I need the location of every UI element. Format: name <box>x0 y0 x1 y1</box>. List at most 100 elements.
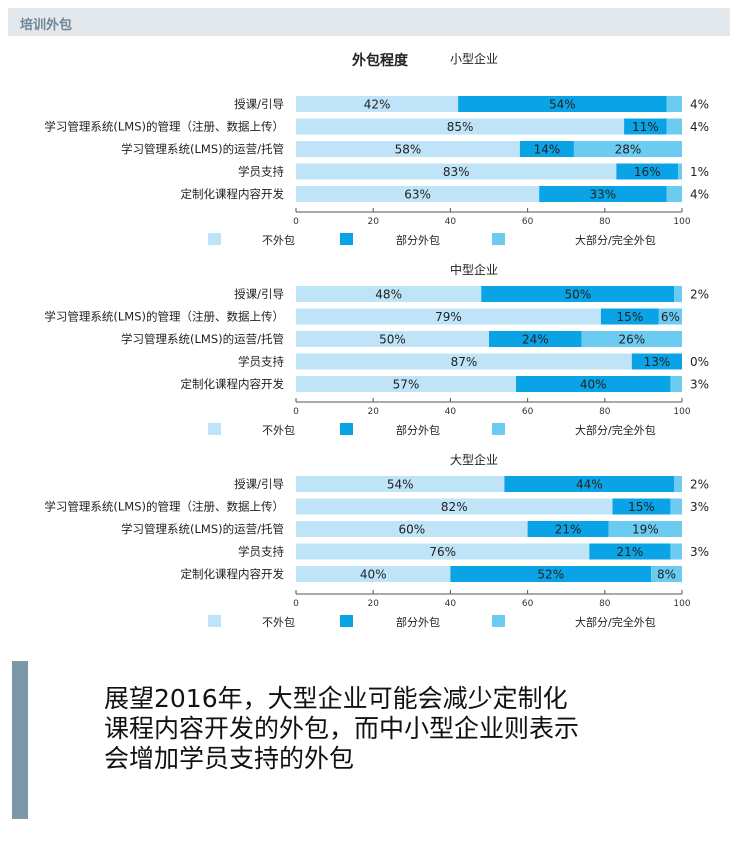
chart-1-data-label: 3% <box>690 378 709 392</box>
chart-0-bar-segment <box>678 163 682 180</box>
chart-0-x-tick-label: 60 <box>522 217 534 227</box>
chart-0-x-tick-label: 100 <box>673 217 690 227</box>
chart-0-data-label: 16% <box>634 165 661 179</box>
chart-0-data-label: 58% <box>395 143 422 157</box>
chart-1-x-tick-label: 60 <box>522 407 534 417</box>
chart-2-bar-segment <box>670 498 682 515</box>
chart-1-data-label: 50% <box>564 288 591 302</box>
chart-1-data-label: 57% <box>393 378 420 392</box>
chart-0-data-label: 85% <box>447 120 474 134</box>
chart-0-bar-segment <box>296 96 459 112</box>
chart-0-data-label: 1% <box>690 165 709 179</box>
chart-1-x-tick-label: 0 <box>293 407 299 417</box>
chart-1-data-label: 15% <box>617 310 644 324</box>
chart-2-data-label: 3% <box>690 545 709 559</box>
chart-2-data-label: 21% <box>617 545 644 559</box>
chart-0-title: 小型企业 <box>450 51 498 66</box>
chart-0-x-tick-label: 40 <box>445 217 457 227</box>
chart-2-bar-segment <box>296 566 451 582</box>
chart-0-bar-segment <box>573 141 682 157</box>
chart-2-x-tick-label: 60 <box>522 599 534 609</box>
chart-1-bar-segment <box>581 331 682 347</box>
chart-1-bar-segment <box>481 286 675 302</box>
chart-1-bar-segment <box>296 376 517 392</box>
chart-0-data-label: 14% <box>534 143 561 157</box>
chart-2-data-label: 60% <box>398 523 425 537</box>
chart-2-data-label: 82% <box>441 500 468 514</box>
chart-2-category-label: 学习管理系统(LMS)的管理（注册、数据上传） <box>44 500 284 514</box>
chart-1-bar-segment <box>600 308 659 325</box>
chart-2-legend-label: 不外包 <box>262 616 295 629</box>
chart-1-legend-swatch <box>340 423 353 435</box>
chart-1-x-tick-label: 80 <box>599 407 611 417</box>
chart-0-data-label: 63% <box>404 188 431 202</box>
chart-1-data-label: 24% <box>522 333 549 347</box>
section-header-title: 培训外包 <box>20 18 73 33</box>
chart-2-bar-segment <box>589 543 671 560</box>
chart-1-bar-segment <box>296 353 632 370</box>
chart-1-data-label: 2% <box>690 288 709 302</box>
chart-0-bar-segment <box>666 186 682 202</box>
chart-1-category-label: 学习管理系统(LMS)的运营/托管 <box>121 332 284 346</box>
chart-1-bar-segment <box>631 353 682 370</box>
chart-2-data-label: 15% <box>628 500 655 514</box>
chart-0-category-label: 授课/引导 <box>234 97 284 111</box>
chart-1-data-label: 87% <box>451 355 478 369</box>
chart-2-data-label: 76% <box>429 545 456 559</box>
chart-1-x-tick-label: 20 <box>367 407 379 417</box>
chart-1-bar-segment <box>489 331 582 347</box>
chart-1-legend-swatch <box>492 423 505 435</box>
note-text: 展望2016年，大型企业可能会减少定制化 课程内容开发的外包，而中小型企业则表示… <box>104 684 664 774</box>
chart-2-data-label: 52% <box>537 568 564 582</box>
chart-2-bar-segment <box>504 476 675 492</box>
chart-0-data-label: 83% <box>443 165 470 179</box>
chart-2-bar-segment <box>296 521 528 537</box>
chart-0-legend-label: 不外包 <box>262 234 295 247</box>
chart-0-data-label: 4% <box>690 188 709 202</box>
chart-2-bar-segment <box>670 543 682 560</box>
chart-0-bar-segment <box>624 118 667 135</box>
chart-2-legend-swatch <box>340 615 353 627</box>
chart-2-legend-swatch <box>208 615 221 627</box>
chart-1-data-label: 48% <box>375 288 402 302</box>
chart-1-title: 中型企业 <box>450 262 498 277</box>
chart-1-data-label: 6% <box>661 310 680 324</box>
chart-0-bar-segment <box>296 186 540 202</box>
chart-1-data-label: 79% <box>435 310 462 324</box>
chart-2-bar-segment <box>296 476 505 492</box>
chart-2-data-label: 19% <box>632 523 659 537</box>
chart-0-category-label: 学员支持 <box>238 165 284 179</box>
chart-0-bar-segment <box>458 96 667 112</box>
chart-1-category-label: 学习管理系统(LMS)的管理（注册、数据上传） <box>44 310 284 324</box>
chart-1-data-label: 50% <box>379 333 406 347</box>
chart-2-x-tick-label: 80 <box>599 599 611 609</box>
note-line-3: 会增加学员支持的外包 <box>104 744 355 773</box>
chart-1-bar-segment <box>296 308 601 325</box>
chart-1-legend-swatch <box>208 423 221 435</box>
chart-2-legend-swatch <box>492 615 505 627</box>
chart-0-legend-label: 大部分/完全外包 <box>575 233 656 247</box>
chart-0-category-label: 学习管理系统(LMS)的运营/托管 <box>121 142 284 156</box>
chart-1-legend-label: 大部分/完全外包 <box>575 423 656 437</box>
chart-1-data-label: 26% <box>618 333 645 347</box>
chart-0-bar-segment <box>296 163 617 180</box>
chart-1-bar-segment <box>296 286 482 302</box>
chart-1-bar-segment <box>296 331 489 347</box>
chart-1-legend-label: 不外包 <box>262 424 295 437</box>
chart-0-data-label: 4% <box>690 120 709 134</box>
chart-2-bar-segment <box>651 566 682 582</box>
chart-0-bar-segment <box>616 163 679 180</box>
chart-2-category-label: 定制化课程内容开发 <box>181 567 285 581</box>
chart-0-legend-swatch <box>208 233 221 245</box>
chart-2-data-label: 2% <box>690 478 709 492</box>
chart-2-bar-segment <box>296 543 590 560</box>
note-line-2: 课程内容开发的外包，而中小型企业则表示 <box>104 714 580 743</box>
section-header-bar: 培训外包 <box>8 8 730 36</box>
chart-0-data-label: 11% <box>632 120 659 134</box>
chart-1-category-label: 学员支持 <box>238 355 284 369</box>
chart-0-legend-label: 部分外包 <box>396 233 440 247</box>
chart-0-data-label: 33% <box>590 188 617 202</box>
chart-1-data-label: 40% <box>580 378 607 392</box>
chart-2-x-tick-label: 20 <box>367 599 379 609</box>
chart-0-bar-segment <box>666 118 682 135</box>
